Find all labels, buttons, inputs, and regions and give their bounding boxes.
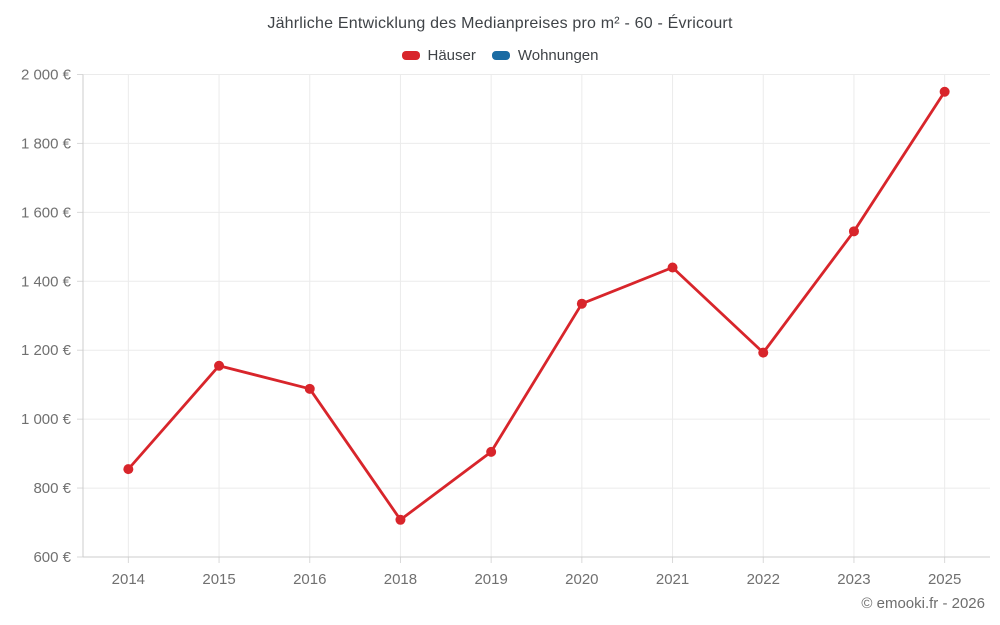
chart-title: Jährliche Entwicklung des Medianpreises … xyxy=(267,15,733,32)
series-line xyxy=(126,90,947,522)
x-tick-label: 2018 xyxy=(384,571,417,588)
y-tick-label: 600 € xyxy=(33,549,71,566)
data-point[interactable] xyxy=(576,298,587,309)
chart-legend: Häuser Wohnungen xyxy=(0,47,1000,64)
data-point[interactable] xyxy=(214,360,225,371)
x-tick-label: 2015 xyxy=(202,571,235,588)
legend-label-haeuser: Häuser xyxy=(427,47,476,64)
x-tick-label: 2020 xyxy=(565,571,598,588)
x-tick-label: 2022 xyxy=(747,571,780,588)
y-tick-label: 800 € xyxy=(33,480,71,497)
legend-swatch-haeuser-icon xyxy=(401,51,420,60)
watermark: © emooki.fr - 2026 xyxy=(861,595,985,612)
data-point[interactable] xyxy=(486,446,497,457)
legend-swatch-wohnungen-icon xyxy=(491,51,510,60)
x-tick-label: 2025 xyxy=(928,571,961,588)
x-tick-label: 2021 xyxy=(656,571,689,588)
y-tick-label: 1 800 € xyxy=(21,135,72,152)
y-tick-label: 1 200 € xyxy=(21,342,72,359)
legend-item-haeuser[interactable]: Häuser xyxy=(401,47,476,64)
data-point[interactable] xyxy=(758,347,769,358)
y-tick-label: 1 600 € xyxy=(21,204,72,221)
x-tick-label: 2016 xyxy=(293,571,326,588)
y-tick-label: 2 000 € xyxy=(21,67,72,84)
x-tick-label: 2023 xyxy=(837,571,870,588)
data-point[interactable] xyxy=(667,262,678,273)
y-tick-label: 1 400 € xyxy=(21,273,72,290)
data-point[interactable] xyxy=(395,514,406,525)
legend-label-wohnungen: Wohnungen xyxy=(517,47,599,64)
x-tick-label: 2014 xyxy=(112,571,145,588)
data-point[interactable] xyxy=(939,86,950,97)
data-point[interactable] xyxy=(848,226,859,237)
data-point[interactable] xyxy=(304,383,315,394)
data-point[interactable] xyxy=(123,464,134,475)
x-tick-label: 2019 xyxy=(474,571,507,588)
legend-item-wohnungen[interactable]: Wohnungen xyxy=(491,47,599,64)
y-tick-label: 1 000 € xyxy=(21,411,72,428)
